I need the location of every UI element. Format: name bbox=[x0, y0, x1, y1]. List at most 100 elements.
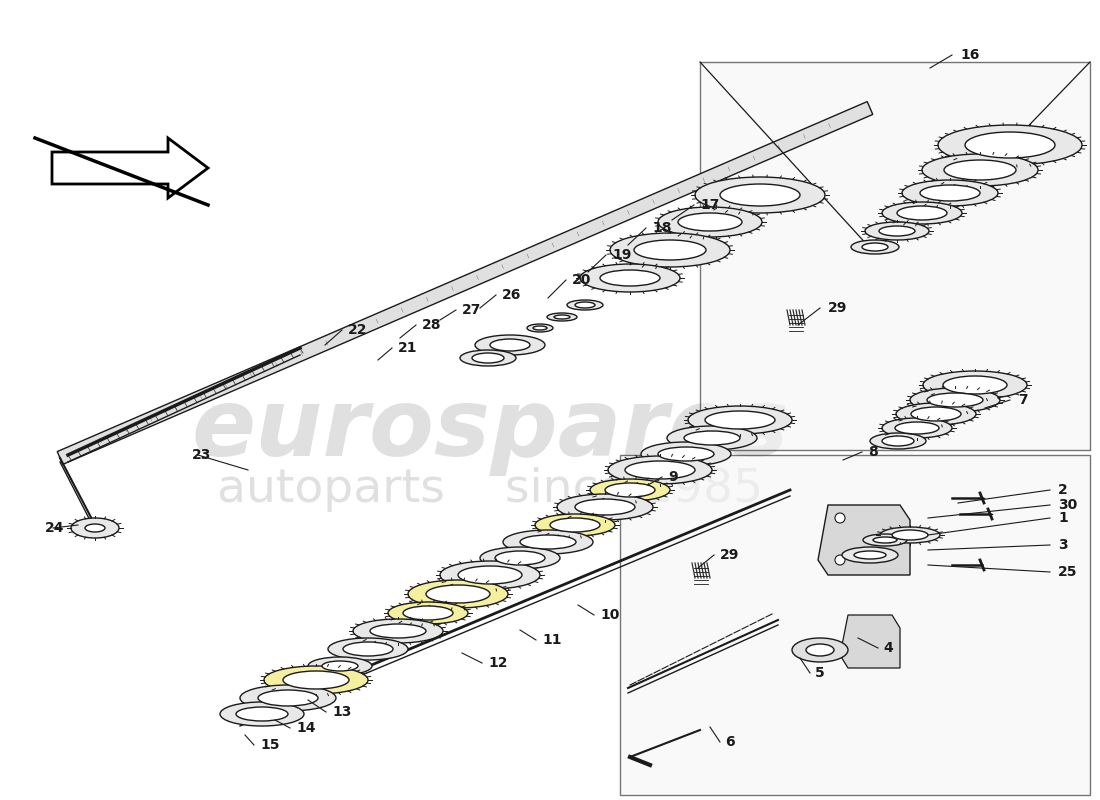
Ellipse shape bbox=[547, 313, 578, 321]
Ellipse shape bbox=[220, 702, 304, 726]
Ellipse shape bbox=[554, 315, 570, 319]
Ellipse shape bbox=[600, 270, 660, 286]
Ellipse shape bbox=[283, 671, 349, 689]
Ellipse shape bbox=[308, 657, 372, 675]
Ellipse shape bbox=[534, 326, 547, 330]
Ellipse shape bbox=[503, 530, 593, 554]
Ellipse shape bbox=[910, 388, 1000, 412]
Ellipse shape bbox=[72, 518, 119, 538]
Ellipse shape bbox=[625, 461, 695, 479]
Ellipse shape bbox=[85, 524, 104, 532]
Text: 5: 5 bbox=[815, 666, 825, 680]
Text: 22: 22 bbox=[348, 323, 367, 337]
Text: 20: 20 bbox=[572, 273, 592, 287]
Ellipse shape bbox=[557, 494, 653, 520]
Ellipse shape bbox=[911, 407, 961, 421]
Ellipse shape bbox=[440, 561, 540, 589]
Ellipse shape bbox=[495, 551, 544, 565]
Ellipse shape bbox=[458, 566, 522, 584]
Text: 10: 10 bbox=[600, 608, 619, 622]
Ellipse shape bbox=[403, 606, 453, 620]
Ellipse shape bbox=[873, 537, 896, 543]
Text: 24: 24 bbox=[45, 521, 65, 535]
Ellipse shape bbox=[927, 393, 983, 407]
Ellipse shape bbox=[610, 233, 730, 267]
Text: 13: 13 bbox=[332, 705, 351, 719]
Polygon shape bbox=[840, 615, 900, 668]
Text: 12: 12 bbox=[488, 656, 507, 670]
Polygon shape bbox=[57, 102, 872, 465]
Ellipse shape bbox=[475, 335, 544, 355]
Text: 26: 26 bbox=[502, 288, 521, 302]
Ellipse shape bbox=[370, 624, 426, 638]
Ellipse shape bbox=[902, 180, 998, 206]
Ellipse shape bbox=[882, 202, 962, 224]
Ellipse shape bbox=[634, 240, 706, 260]
Ellipse shape bbox=[695, 177, 825, 213]
Ellipse shape bbox=[240, 685, 336, 711]
Text: autoparts    since 1985: autoparts since 1985 bbox=[217, 467, 763, 513]
Text: 9: 9 bbox=[668, 470, 678, 484]
Ellipse shape bbox=[864, 534, 907, 546]
Circle shape bbox=[835, 513, 845, 523]
Ellipse shape bbox=[842, 547, 898, 563]
Ellipse shape bbox=[920, 185, 980, 201]
Ellipse shape bbox=[388, 602, 467, 624]
Ellipse shape bbox=[605, 483, 654, 497]
Ellipse shape bbox=[658, 447, 714, 461]
Ellipse shape bbox=[896, 403, 976, 425]
Ellipse shape bbox=[806, 644, 834, 656]
Ellipse shape bbox=[258, 690, 318, 706]
Ellipse shape bbox=[328, 638, 408, 660]
Polygon shape bbox=[52, 138, 208, 198]
Ellipse shape bbox=[895, 422, 939, 434]
Ellipse shape bbox=[590, 479, 670, 501]
Ellipse shape bbox=[880, 527, 940, 543]
Text: 2: 2 bbox=[1058, 483, 1068, 497]
Ellipse shape bbox=[870, 433, 926, 449]
Text: 16: 16 bbox=[960, 48, 979, 62]
Ellipse shape bbox=[882, 436, 914, 446]
Ellipse shape bbox=[944, 160, 1016, 180]
Ellipse shape bbox=[575, 302, 595, 308]
Text: 18: 18 bbox=[652, 221, 671, 235]
Ellipse shape bbox=[550, 518, 600, 532]
Text: 21: 21 bbox=[398, 341, 418, 355]
Circle shape bbox=[835, 555, 845, 565]
Ellipse shape bbox=[520, 535, 576, 549]
Text: 3: 3 bbox=[1058, 538, 1068, 552]
Ellipse shape bbox=[854, 551, 886, 559]
Ellipse shape bbox=[851, 240, 899, 254]
Ellipse shape bbox=[965, 132, 1055, 158]
Ellipse shape bbox=[720, 184, 800, 206]
Ellipse shape bbox=[792, 638, 848, 662]
Ellipse shape bbox=[353, 619, 443, 643]
Ellipse shape bbox=[684, 431, 740, 445]
Ellipse shape bbox=[426, 585, 490, 603]
Ellipse shape bbox=[264, 666, 368, 694]
Ellipse shape bbox=[896, 206, 947, 220]
Ellipse shape bbox=[865, 222, 930, 240]
Text: 30: 30 bbox=[1058, 498, 1077, 512]
Text: 7: 7 bbox=[1018, 393, 1027, 407]
Ellipse shape bbox=[480, 547, 560, 569]
Circle shape bbox=[890, 535, 900, 545]
Ellipse shape bbox=[472, 353, 504, 363]
Ellipse shape bbox=[879, 226, 915, 236]
Ellipse shape bbox=[490, 339, 530, 351]
Ellipse shape bbox=[882, 418, 952, 438]
Polygon shape bbox=[818, 505, 910, 575]
Text: 29: 29 bbox=[720, 548, 739, 562]
Text: 17: 17 bbox=[700, 198, 719, 212]
Text: 19: 19 bbox=[612, 248, 631, 262]
Text: 4: 4 bbox=[883, 641, 893, 655]
Text: 28: 28 bbox=[422, 318, 441, 332]
Ellipse shape bbox=[566, 300, 603, 310]
Ellipse shape bbox=[408, 580, 508, 608]
Ellipse shape bbox=[575, 499, 635, 515]
Ellipse shape bbox=[236, 707, 288, 721]
Text: 6: 6 bbox=[725, 735, 735, 749]
Ellipse shape bbox=[688, 406, 792, 434]
Ellipse shape bbox=[667, 426, 757, 450]
Ellipse shape bbox=[862, 243, 888, 251]
